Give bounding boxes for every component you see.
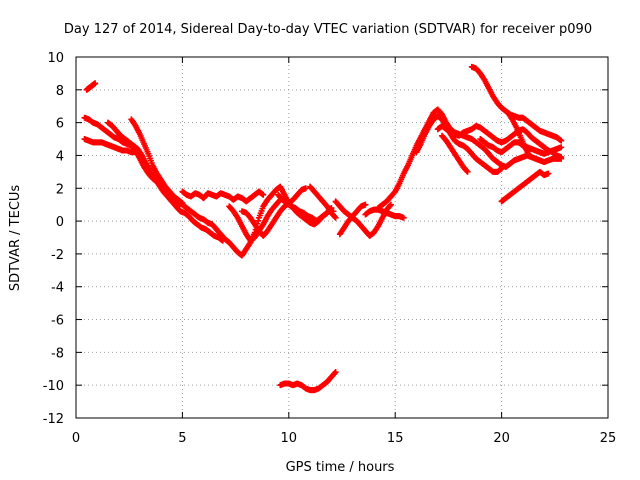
y-tick-label: -12: [43, 412, 64, 427]
y-tick-label: 8: [56, 84, 64, 99]
data-point: [464, 168, 471, 175]
data-point: [400, 214, 407, 221]
grid-lines: [76, 57, 608, 418]
axis-ticks: 0 5 10 15 20 25 -12 -10 -8 -6 -4 -2 0 2 4 6 8 10: [43, 51, 617, 446]
x-tick-label: 10: [281, 431, 298, 446]
series-20-trace: [504, 109, 533, 159]
data-point: [332, 214, 339, 221]
y-tick-label: 10: [47, 51, 64, 66]
data-point: [526, 152, 533, 159]
chart-title: Day 127 of 2014, Sidereal Day-to-day VTE…: [64, 22, 592, 37]
data-point: [387, 202, 394, 209]
data-point: [179, 200, 186, 207]
x-tick-label: 5: [178, 431, 186, 446]
plot-frame: [75, 56, 609, 419]
data-point: [463, 167, 470, 174]
data-point: [362, 201, 369, 208]
y-axis-label: SDTVAR / TECUs: [8, 185, 23, 292]
data-point: [545, 170, 552, 177]
series-17-trace: [439, 132, 471, 175]
series-7-trace: [226, 196, 284, 244]
series-21-trace: [498, 168, 552, 205]
x-tick-label: 20: [493, 431, 510, 446]
y-tick-label: 6: [56, 117, 64, 132]
data-point: [255, 217, 262, 224]
series-22-trace: [277, 369, 339, 394]
series-13-trace: [362, 206, 407, 221]
y-tick-label: 4: [56, 149, 64, 164]
data-series: [81, 63, 565, 394]
series-1-trace: [83, 80, 99, 93]
data-point: [219, 237, 226, 244]
data-point: [558, 154, 565, 161]
y-tick-label: -10: [43, 379, 64, 394]
y-tick-label: 0: [56, 215, 64, 230]
series-3-trace: [81, 136, 143, 157]
series-6-trace: [179, 188, 267, 205]
data-point: [387, 201, 394, 208]
data-point: [331, 213, 338, 220]
series-5-trace: [128, 116, 186, 207]
data-point: [302, 185, 309, 192]
x-tick-label: 0: [72, 431, 80, 446]
series-12-trace: [336, 201, 369, 238]
series-10-trace: [307, 183, 339, 221]
data-point: [332, 369, 339, 376]
series-4-trace: [104, 119, 226, 244]
y-tick-label: -2: [51, 248, 64, 263]
series-14-trace: [375, 106, 565, 211]
x-tick-label: 15: [387, 431, 404, 446]
data-point: [498, 165, 505, 172]
x-axis-label: GPS time / hours: [286, 460, 395, 475]
y-tick-label: 2: [56, 182, 64, 197]
data-point: [92, 80, 99, 87]
data-point: [260, 191, 267, 198]
y-tick-label: -6: [51, 314, 64, 329]
y-tick-label: -8: [51, 346, 64, 361]
data-point: [331, 370, 338, 377]
data-point: [558, 137, 565, 144]
data-point: [558, 144, 565, 151]
series-8-trace: [238, 185, 309, 239]
x-tick-label: 25: [600, 431, 617, 446]
y-tick-label: -4: [51, 281, 64, 296]
